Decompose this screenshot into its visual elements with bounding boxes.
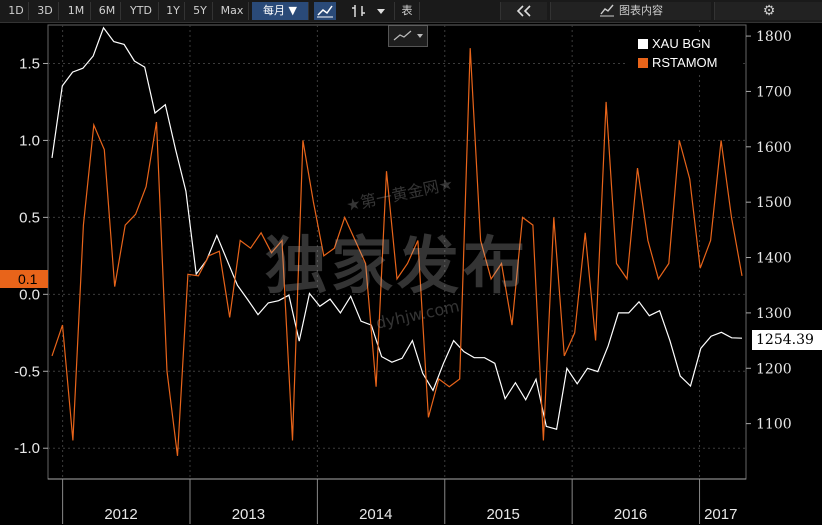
range-1m-button[interactable]: 1M [62, 2, 91, 20]
mini-line-icon [393, 30, 423, 41]
plot-border [47, 24, 747, 480]
right-axis: 1800 1700 1600 1500 1400 1300 1200 1100 [746, 29, 792, 433]
left-tick-label: 0.5 [19, 209, 40, 226]
right-tick-label: 1800 [756, 29, 792, 45]
x-tick-label: 2016 [614, 506, 647, 523]
x-tick-label: 2013 [232, 506, 265, 523]
right-tick-label: 1600 [756, 140, 792, 156]
chart-style-selector[interactable] [388, 25, 428, 47]
right-tick-label: 1300 [756, 306, 792, 322]
toolbar: 1D 3D 1M 6M YTD 1Y 5Y Max 每月 ▼ 表 图表内容 ⚙ [0, 0, 822, 23]
range-3d-button[interactable]: 3D [32, 2, 59, 20]
line-chart-icon[interactable] [314, 2, 336, 20]
chart-content-icon [599, 3, 615, 23]
range-1y-button[interactable]: 1Y [162, 2, 185, 20]
left-tick-label: 0.0 [19, 286, 40, 303]
ohlc-chart-icon[interactable] [348, 2, 370, 20]
gear-icon: ⚙ [762, 3, 776, 19]
settings-button[interactable]: ⚙ [714, 2, 822, 20]
right-tick-label: 1100 [756, 417, 792, 433]
legend-swatch-gold [638, 39, 648, 49]
range-1d-button[interactable]: 1D [4, 2, 29, 20]
series-line-sales [51, 48, 743, 456]
right-tick-label: 1500 [756, 195, 792, 211]
left-value-tag: 0.1 [0, 270, 48, 288]
table-button[interactable]: 表 [394, 2, 420, 20]
left-axis: 1.5 1.0 0.5 0.0 -0.5 -1.0 [14, 55, 48, 457]
legend-label-gold: XAU BGN [652, 36, 711, 51]
chart: 1.5 1.0 0.5 0.0 -0.5 -1.0 1800 1700 1600 1500 140… [14, 24, 792, 524]
series-layer [51, 26, 743, 456]
range-6m-button[interactable]: 6M [94, 2, 121, 20]
legend-swatch-sales [638, 58, 648, 68]
range-5y-button[interactable]: 5Y [188, 2, 213, 20]
left-tick-label: 1.0 [19, 132, 40, 149]
grid [47, 24, 747, 480]
series-line-gold [51, 26, 743, 430]
legend: XAU BGN RSTAMOM [628, 33, 740, 75]
period-dropdown[interactable]: 每月 ▼ [252, 2, 309, 20]
range-ytd-button[interactable]: YTD [124, 2, 159, 20]
right-tick-label: 1200 [756, 361, 792, 377]
legend-item-sales: RSTAMOM [638, 55, 717, 70]
right-tick-label: 1700 [756, 84, 792, 100]
x-axis: 2012 2013 2014 2015 2016 2017 [48, 478, 746, 524]
right-value-tag: 1254.39 [752, 330, 822, 350]
legend-label-sales: RSTAMOM [652, 55, 718, 70]
chart-type-dropdown-icon[interactable] [374, 2, 388, 20]
chart-content-label: 图表内容 [619, 4, 663, 17]
x-tick-label: 2014 [359, 506, 392, 523]
right-tick-label: 1400 [756, 251, 792, 267]
x-tick-label: 2012 [104, 506, 137, 523]
range-max-button[interactable]: Max [216, 2, 249, 20]
legend-item-gold: XAU BGN [638, 36, 711, 51]
x-tick-label: 2015 [486, 506, 519, 523]
left-tick-label: -0.5 [14, 363, 40, 380]
left-tick-label: 1.5 [19, 55, 40, 72]
chart-content-button[interactable]: 图表内容 [550, 2, 711, 20]
left-tick-label: -1.0 [14, 440, 40, 457]
collapse-left-button[interactable] [500, 2, 547, 20]
x-tick-label: 2017 [704, 506, 737, 523]
